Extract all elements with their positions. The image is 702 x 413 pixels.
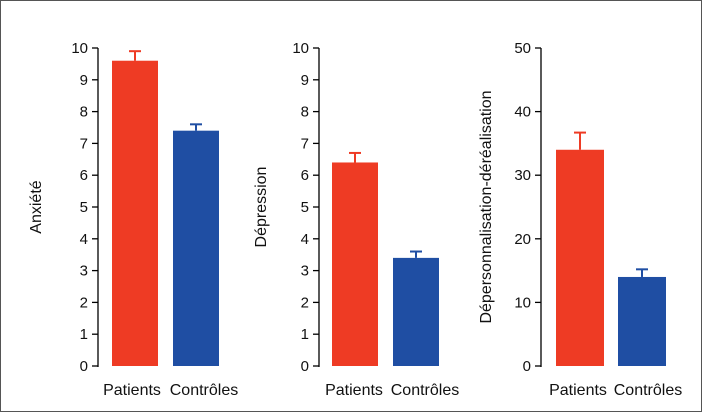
panel2-y-tick-label: 3: [301, 263, 309, 280]
panel2-y-tick-label: 1: [301, 326, 309, 343]
panel2-y-tick-label: 5: [301, 199, 309, 216]
panel1-category-label: Patients: [103, 382, 161, 399]
panel2-bar-patients: [332, 162, 378, 366]
panel1-y-tick-label: 10: [71, 40, 88, 57]
panel1-y-tick-label: 5: [80, 199, 88, 216]
panel2-y-axis-title: Dépression: [253, 167, 270, 248]
panel3-y-axis-title: Dépersonnalisation-déréalisation: [478, 90, 495, 323]
panel2-y-tick-label: 2: [301, 294, 309, 311]
panel3-y-tick-label: 20: [514, 231, 531, 248]
panel1-y-tick-label: 9: [80, 72, 88, 89]
panel2-y-tick-label: 7: [301, 135, 309, 152]
panel3-y-tick-label: 30: [514, 167, 531, 184]
panel1-y-tick-label: 4: [80, 231, 88, 248]
panel3-y-tick-label: 0: [523, 358, 531, 375]
panel2-y-tick-label: 10: [292, 40, 309, 57]
panel1-y-tick-label: 7: [80, 135, 88, 152]
panel2-bar-contrles: [393, 257, 439, 366]
panel1-y-tick-label: 8: [80, 104, 88, 121]
panel2-y-tick-label: 0: [301, 358, 309, 375]
panel3-category-label: Contrôles: [614, 382, 682, 399]
panel2-category-label: Contrôles: [391, 382, 459, 399]
panel3-y-tick-label: 50: [514, 40, 531, 57]
panel3-y-tick-label: 10: [514, 294, 531, 311]
panel1-y-tick-label: 1: [80, 326, 88, 343]
panel2-y-tick-label: 6: [301, 167, 309, 184]
panel3-category-label: Patients: [549, 382, 607, 399]
panel1-bar-contrles: [173, 130, 219, 366]
panel3-bar-patients: [556, 149, 604, 366]
panel1-y-axis-title: Anxiété: [28, 180, 45, 233]
panel1-y-tick-label: 2: [80, 294, 88, 311]
panel3-y-tick-label: 40: [514, 104, 531, 121]
panel2-category-label: Patients: [325, 382, 383, 399]
panel1-bar-patients: [112, 60, 158, 366]
panel2-y-tick-label: 9: [301, 72, 309, 89]
panel1-y-tick-label: 6: [80, 167, 88, 184]
panel3-bar-contrles: [618, 276, 666, 366]
panel1-category-label: Contrôles: [170, 382, 238, 399]
panel1-y-tick-label: 0: [80, 358, 88, 375]
panel1-y-tick-label: 3: [80, 263, 88, 280]
panel2-y-tick-label: 8: [301, 104, 309, 121]
panel2-y-tick-label: 4: [301, 231, 309, 248]
